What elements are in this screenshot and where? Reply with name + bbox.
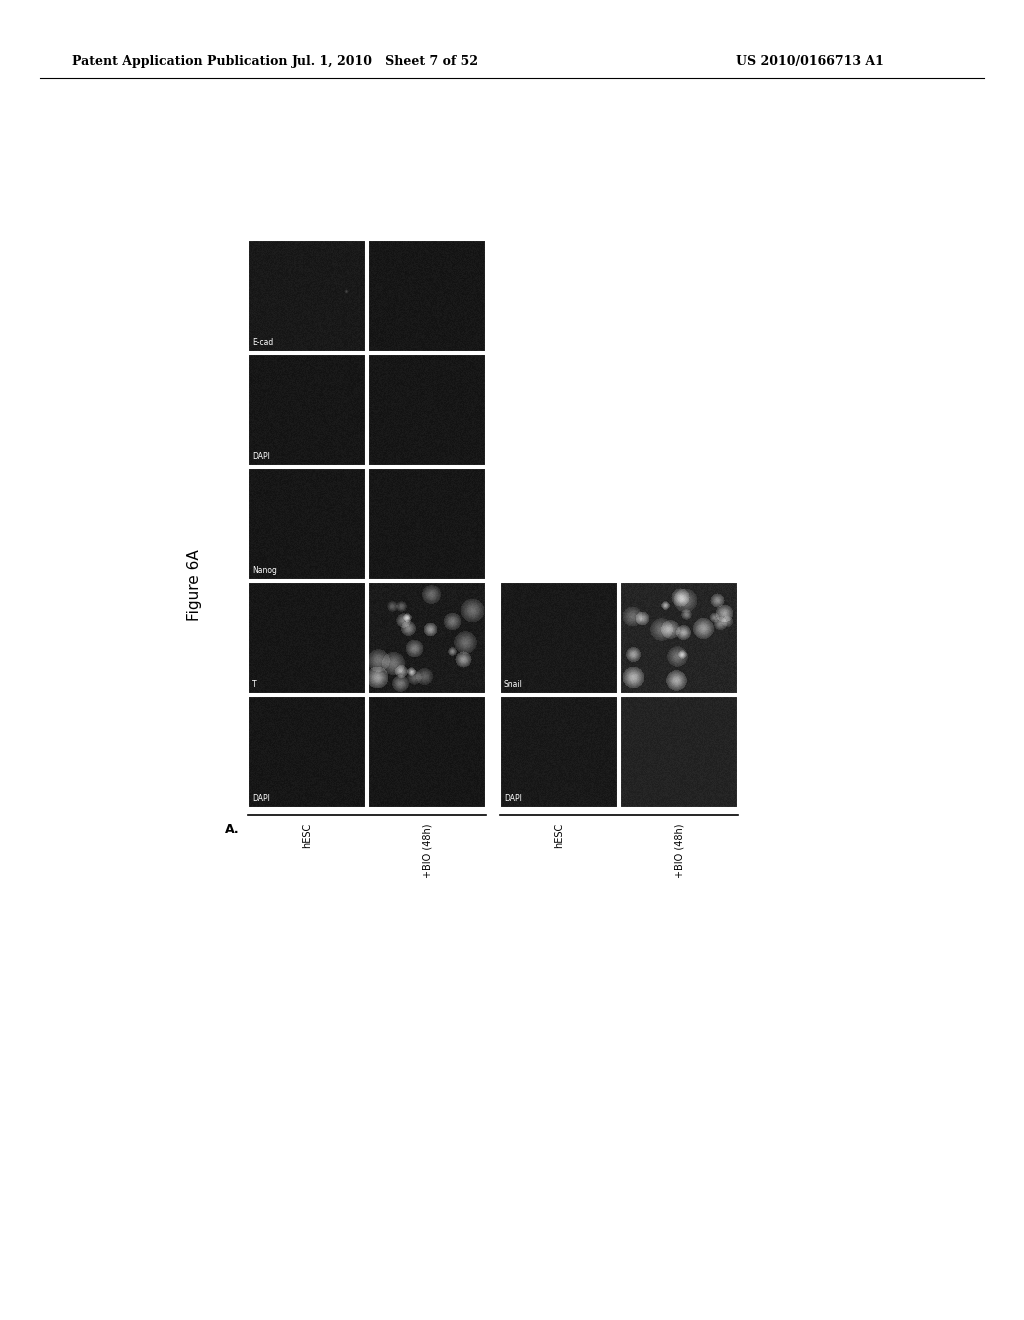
Text: +BIO (48h): +BIO (48h) [674, 822, 684, 878]
Bar [368, 582, 486, 694]
Text: hESC: hESC [554, 822, 564, 849]
Text: US 2010/0166713 A1: US 2010/0166713 A1 [736, 55, 884, 69]
Text: T: T [252, 680, 257, 689]
Text: A.: A. [225, 822, 240, 836]
Bar [620, 696, 738, 808]
Text: Patent Application Publication: Patent Application Publication [72, 55, 288, 69]
Bar [500, 696, 618, 808]
Text: DAPI: DAPI [252, 795, 270, 803]
Bar [248, 582, 366, 694]
Text: hESC: hESC [302, 822, 312, 849]
Text: DAPI: DAPI [252, 451, 270, 461]
Bar [368, 469, 486, 579]
Bar [368, 696, 486, 808]
Bar [248, 696, 366, 808]
Text: Snail: Snail [504, 680, 523, 689]
Text: Figure 6A: Figure 6A [187, 549, 203, 620]
Bar [368, 240, 486, 352]
Bar [620, 582, 738, 694]
Bar [248, 354, 366, 466]
Text: DAPI: DAPI [504, 795, 522, 803]
Bar [500, 582, 618, 694]
Text: E-cad: E-cad [252, 338, 273, 347]
Bar [248, 469, 366, 579]
Bar [368, 354, 486, 466]
Text: +BIO (48h): +BIO (48h) [422, 822, 432, 878]
Bar [248, 240, 366, 352]
Text: Jul. 1, 2010   Sheet 7 of 52: Jul. 1, 2010 Sheet 7 of 52 [292, 55, 478, 69]
Text: Nanog: Nanog [252, 566, 276, 576]
